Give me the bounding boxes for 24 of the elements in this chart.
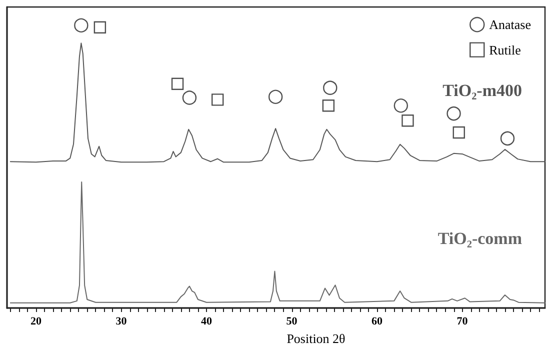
point (182, 90, 197, 105)
x-tick-label: 50 (286, 316, 298, 328)
point (94, 21, 106, 34)
point (323, 80, 338, 95)
text: TiO₂-m400 (442, 81, 522, 100)
point (394, 98, 408, 113)
point (211, 94, 224, 106)
x-axis-title: Position 2θ (286, 331, 346, 346)
point (322, 100, 335, 112)
legend-label: Rutile (489, 42, 522, 58)
point (171, 78, 184, 90)
point (74, 18, 88, 32)
text: TiO₂-comm (438, 229, 522, 248)
x-tick-label: 60 (372, 316, 384, 328)
point (500, 131, 515, 146)
point (268, 90, 283, 104)
point (452, 126, 465, 139)
x-tick-label: 70 (456, 316, 468, 328)
point (402, 114, 414, 127)
x-tick-label: 30 (116, 316, 128, 328)
point (446, 106, 461, 121)
x-tick-label: 20 (30, 316, 42, 328)
x-tick-label: 40 (201, 316, 213, 328)
legend-label: Anatase (489, 17, 532, 32)
